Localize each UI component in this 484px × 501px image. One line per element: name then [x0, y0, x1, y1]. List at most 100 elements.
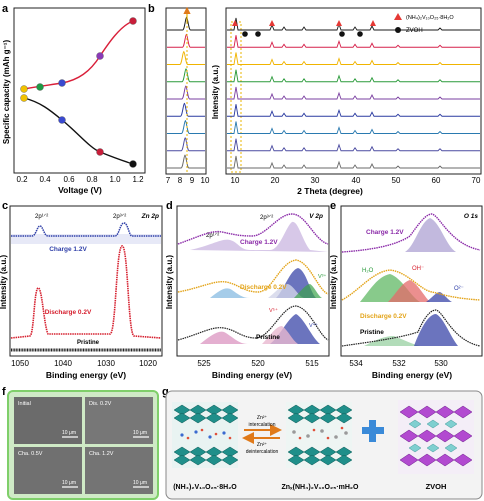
triangle-icon [394, 13, 402, 20]
x-tick: 534 [349, 359, 363, 368]
x-tick: 50 [392, 176, 401, 185]
x-axis-label: Binding energy (eV) [46, 370, 126, 380]
xrd-trace [227, 155, 480, 169]
xrd-trace [227, 69, 480, 83]
panel-f: f Initial 10 μm Dis. 0.2V 10 μm Cha. 0.5… [2, 386, 159, 500]
image-caption: Dis. 0.2V [89, 401, 112, 407]
scale-label: 10 μm [62, 480, 76, 486]
fit-peak [262, 326, 298, 344]
trace-label: Charge 1.2V [240, 239, 278, 246]
sem-image-2: Dis. 0.2V 10 μm [85, 397, 153, 444]
inset-trace [167, 119, 205, 134]
xrd-trace [227, 52, 480, 65]
core-level-label: Zn 2p [141, 213, 159, 220]
charge-trace [11, 222, 161, 237]
inset-trace [167, 154, 205, 169]
x-ticks: 534 532 530 [349, 359, 448, 368]
trace-label: Pristine [360, 329, 384, 336]
x-tick-labels: 0.2 0.4 0.6 0.8 1.0 1.2 [16, 175, 144, 184]
trace-label: Charge 1.2V [49, 246, 87, 253]
x-axis-label: Binding energy (eV) [212, 370, 292, 380]
discharge-trace [10, 245, 162, 339]
y-axis-label: Intensity (a.u.) [0, 255, 8, 310]
main-x-ticks: 10 20 30 40 50 60 70 [231, 176, 481, 185]
triangle-icon [336, 20, 342, 26]
image-caption: Cha. 1.2V [89, 451, 114, 457]
arrow-label: Zn²⁺ [257, 442, 268, 448]
structure-caption: ZVOH [426, 482, 447, 491]
inset-frame [165, 7, 207, 175]
trace-label: Discharge 0.2V [45, 309, 92, 316]
panel-label-d: d [166, 200, 173, 212]
species-label: OH⁻ [412, 266, 424, 272]
fit-peak [200, 331, 248, 344]
species-label: H₂O [362, 268, 374, 274]
panel-c: c Zn 2p 2p¹ᐟ² 2p³ᐟ² Charge 1.2V Discharg… [0, 200, 163, 380]
peak-label: 2p³ᐟ² [260, 214, 273, 221]
plot-frame [176, 205, 330, 357]
structure-caption: (NH₄)₂V₁₀O₂₅·8H₂O [173, 484, 237, 491]
trace-label: Pristine [77, 340, 100, 346]
x-tick: 30 [311, 176, 320, 185]
arrow-label: intercalation [249, 422, 276, 428]
x-tick: 1030 [97, 359, 115, 368]
inset-trace [167, 16, 205, 31]
x-tick: 20 [271, 176, 280, 185]
panel-g: g (NH₄)₂V₁₀O₂₅·8H₂O Zn²⁺ intercalatio [162, 386, 483, 500]
data-point [96, 148, 104, 156]
sem-image [85, 397, 153, 444]
y-axis-label: Intensity (a.u.) [329, 255, 338, 310]
xrd-trace [227, 121, 480, 134]
x-tick: 0.2 [16, 175, 28, 184]
xrd-trace [227, 138, 480, 152]
x-tick: 0.6 [63, 175, 75, 184]
data-point [129, 17, 137, 25]
fit-peak [414, 314, 458, 346]
x-axis-label: Voltage (V) [58, 185, 102, 195]
sem-image [85, 447, 153, 494]
sem-image-3: Cha. 0.5V 10 μm [14, 447, 82, 494]
image-caption: Initial [18, 401, 31, 407]
inset-trace [167, 68, 205, 83]
peak-label: 2p¹ᐟ² [206, 232, 219, 239]
crystal-structure-right [398, 400, 474, 474]
scale-label: 10 μm [62, 430, 76, 436]
circle-icon [255, 31, 261, 37]
structure-caption: Znₓ(NH₄)₂V₁₀O₂₅·mH₂O [282, 484, 360, 491]
core-level-label: V 2p [309, 213, 323, 220]
species-label: V⁵⁺ [269, 307, 278, 314]
x-tick: 10 [201, 176, 210, 185]
xrd-trace [227, 86, 480, 100]
core-level-label: O 1s [464, 213, 478, 220]
species-label: V³⁺ [318, 273, 327, 280]
intercalation-arrows: Zn²⁺ intercalation Zn²⁺ deintercalation [242, 415, 282, 455]
x-axis-label: Binding energy (eV) [372, 370, 452, 380]
crystal-structure-left [172, 402, 239, 468]
x-tick: 1040 [54, 359, 72, 368]
trace-fill [11, 234, 161, 244]
triangle-icon [370, 20, 376, 26]
y-axis-label: Specific capacity (mAh g⁻¹) [2, 40, 11, 145]
panel-b: b 7 8 9 10 (NH₄)₂V₁₀O₂₅·8H₂O ZVOH 10 [148, 3, 482, 196]
x-tick: 7 [166, 176, 171, 185]
x-tick: 1020 [139, 359, 157, 368]
x-ticks: 1050 1040 1030 1020 [11, 359, 157, 368]
panel-a: a 0.2 0.4 0.6 0.8 1.0 1.2 Voltage (V) Sp… [2, 3, 146, 195]
data-point [58, 79, 66, 87]
plot-frame [9, 205, 163, 357]
data-point [58, 116, 66, 124]
arrow-label: deintercalation [246, 449, 279, 455]
circle-icon [242, 31, 248, 37]
x-tick: 515 [305, 359, 319, 368]
fit-peak-v3 [294, 284, 322, 298]
trace-label: Charge 1.2V [366, 229, 404, 236]
fit-peak [210, 288, 250, 298]
x-tick: 60 [432, 176, 441, 185]
plot-frame [225, 7, 482, 175]
panel-d: d V 2p 2p¹ᐟ² 2p³ᐟ² Charge 1.2V Discharge… [165, 200, 330, 380]
inset-trace [167, 85, 205, 100]
fit-peak [405, 218, 456, 252]
data-point [20, 85, 28, 93]
x-tick: 532 [392, 359, 406, 368]
data-point [129, 160, 137, 168]
